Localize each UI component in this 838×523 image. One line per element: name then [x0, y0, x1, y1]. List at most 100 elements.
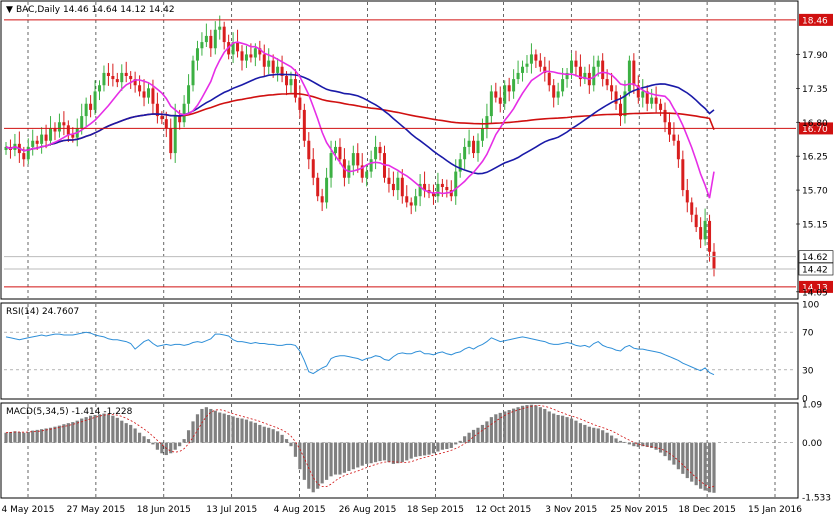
macd-bar	[480, 424, 485, 443]
macd-bar	[650, 442, 654, 448]
price-tick-label: 16.25	[802, 153, 828, 163]
candle-body	[645, 91, 649, 104]
candle-body	[200, 42, 204, 49]
macd-bar	[454, 442, 458, 445]
candle-body	[293, 79, 297, 98]
candle-body	[182, 103, 186, 123]
macd-bar	[641, 442, 645, 447]
candle-body	[516, 72, 520, 80]
candle-body	[472, 140, 476, 154]
candle-body	[445, 187, 449, 191]
candle-body	[222, 26, 226, 43]
macd-bar	[561, 415, 565, 443]
candle-body	[561, 79, 565, 92]
macd-bar	[31, 430, 35, 443]
candle-body	[507, 85, 511, 92]
macd-bar	[129, 424, 133, 443]
candle-body	[423, 183, 427, 191]
candle-body	[311, 159, 315, 178]
macd-bar	[685, 442, 689, 479]
macd-bar	[249, 421, 253, 443]
macd-bar	[280, 434, 284, 443]
macd-bar	[645, 442, 649, 447]
date-label: 15 Jan 2016	[748, 505, 802, 515]
candle-body	[289, 79, 293, 86]
date-label: 4 May 2015	[2, 505, 55, 515]
candle-body	[480, 128, 484, 141]
macd-bar	[458, 440, 462, 443]
rsi-line	[5, 331, 715, 376]
macd-bar	[614, 438, 618, 443]
macd-bar	[137, 432, 142, 443]
macd-bar	[707, 442, 712, 493]
candle-body	[124, 72, 128, 76]
candle-body	[458, 159, 462, 172]
axes: 17.90 17.35 16.80 16.25 15.70 15.15 14.05 100 70…	[2, 51, 832, 515]
macd-bar	[75, 420, 79, 443]
candle-body	[578, 66, 582, 80]
macd-bar	[658, 442, 663, 453]
candle-body	[298, 97, 302, 110]
macd-bar	[538, 407, 542, 443]
macd-bar	[53, 426, 57, 443]
macd-bar	[618, 440, 623, 443]
macd-bar	[115, 417, 119, 443]
candle-body	[120, 72, 124, 83]
macd-bar	[258, 424, 262, 443]
candle-body	[115, 79, 119, 83]
candle-body	[449, 190, 453, 197]
macd-bar	[4, 432, 8, 443]
macd-bar	[601, 430, 605, 443]
macd-bar	[164, 442, 168, 456]
candle-body	[391, 183, 395, 191]
macd-bar	[387, 442, 391, 463]
triangle-down-icon[interactable]: ▼	[6, 5, 13, 15]
candle-body	[93, 91, 97, 110]
candle-body	[231, 42, 235, 55]
candle-body	[601, 60, 605, 80]
candle-body	[98, 85, 102, 92]
macd-bar	[26, 432, 30, 443]
macd-bar	[574, 420, 578, 443]
rsi-tick-label: 100	[802, 301, 819, 311]
level-tag-14.13	[799, 280, 833, 293]
macd-bar	[195, 414, 200, 443]
macd-bar	[209, 408, 213, 443]
candle-body	[360, 165, 364, 178]
macd-bar	[382, 442, 387, 461]
macd-bar	[276, 431, 280, 443]
macd-bar	[235, 417, 240, 443]
candle-body	[195, 48, 199, 61]
macd-bar	[160, 442, 164, 454]
level-tag-14.62	[798, 250, 834, 263]
macd-bar	[338, 442, 342, 475]
candle-body	[155, 103, 159, 117]
macd-bar	[498, 412, 502, 443]
macd-bar	[253, 422, 257, 443]
macd-bar	[284, 439, 289, 443]
macd-bar	[71, 422, 75, 443]
macd-bar	[681, 442, 685, 474]
date-label: 4 Aug 2015	[274, 505, 326, 515]
candle-body	[71, 134, 75, 138]
macd-bar	[440, 442, 444, 450]
macd-bar	[623, 441, 627, 443]
macd-bar	[436, 442, 440, 452]
macd-bar	[302, 442, 306, 480]
macd-bar	[699, 442, 703, 489]
candle-body	[53, 128, 57, 132]
macd-bar	[97, 414, 102, 443]
macd-bar	[169, 442, 173, 454]
candle-body	[365, 171, 369, 178]
macd-bar	[316, 442, 320, 489]
candle-body	[512, 79, 516, 92]
macd-bar	[124, 423, 128, 443]
macd-bar	[329, 442, 333, 477]
candle-body	[276, 66, 280, 73]
candle-body	[690, 202, 694, 215]
macd-bar	[360, 442, 364, 466]
macd-bar	[120, 420, 124, 443]
macd-bar	[102, 413, 106, 443]
macd-bar	[494, 414, 498, 443]
